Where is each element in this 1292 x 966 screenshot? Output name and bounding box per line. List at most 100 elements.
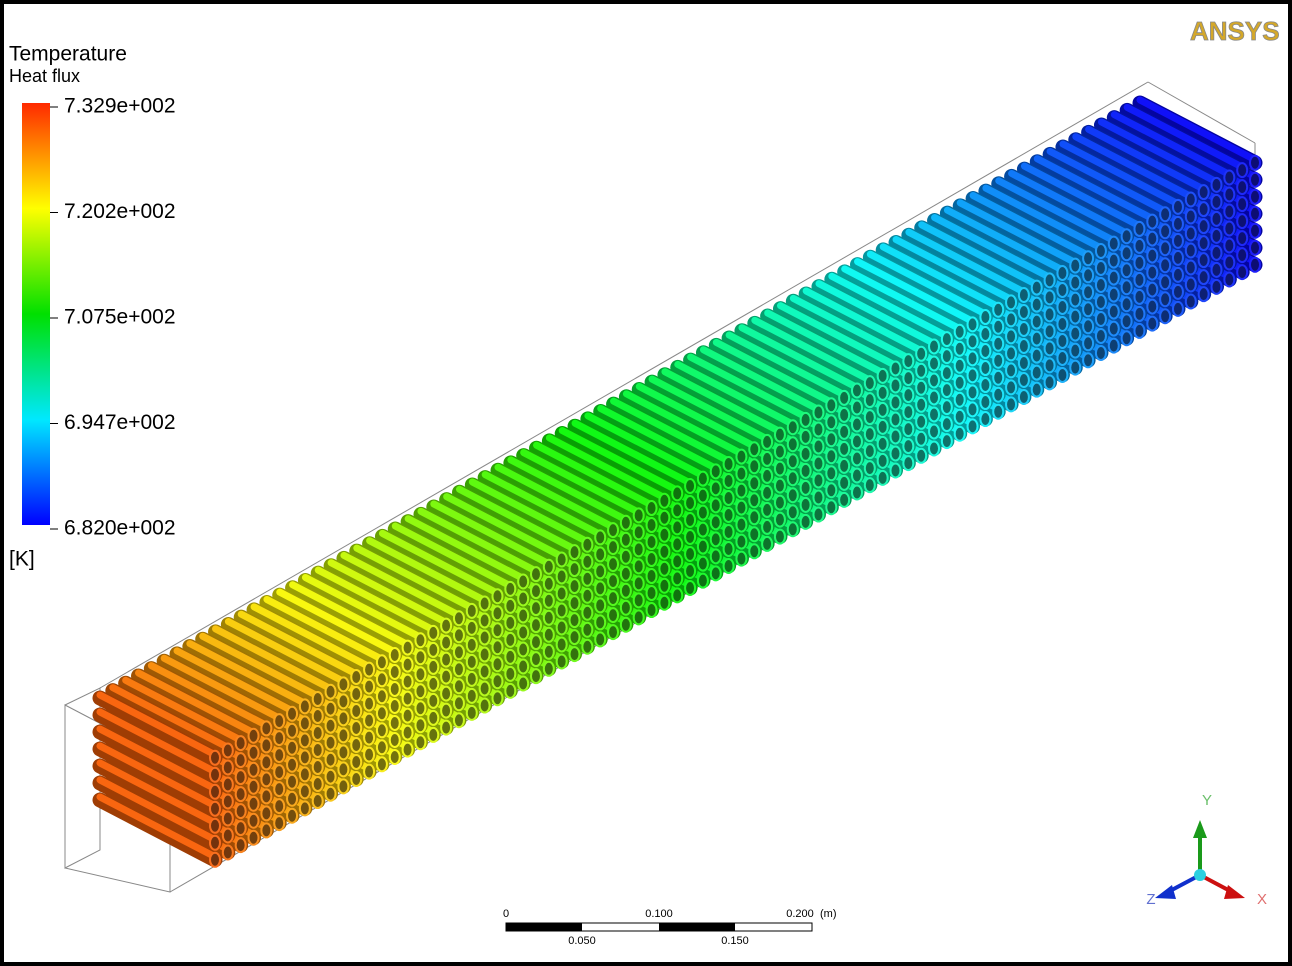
- tube-end: [724, 559, 734, 573]
- tube-end: [1006, 312, 1016, 326]
- tube-end: [1045, 341, 1055, 355]
- tube-end: [364, 680, 374, 694]
- tube-end: [274, 782, 284, 796]
- legend-label: 7.075e+002: [64, 306, 176, 329]
- tube-end: [313, 692, 323, 706]
- tube-end: [415, 735, 425, 749]
- tube-end: [480, 597, 490, 611]
- tube-end: [582, 538, 592, 552]
- tube-end: [839, 442, 849, 456]
- tube-end: [300, 801, 310, 815]
- tube-end: [903, 371, 913, 385]
- tube-end: [903, 456, 913, 470]
- tube-end: [736, 484, 746, 498]
- tube-end: [711, 532, 721, 546]
- tube-end: [1173, 251, 1183, 265]
- tube-end: [1224, 204, 1234, 218]
- tube-end: [980, 361, 990, 375]
- tube-end: [659, 596, 669, 610]
- tube-end: [1147, 283, 1157, 297]
- tube-end: [1083, 302, 1093, 316]
- tube-end: [711, 481, 721, 495]
- tube-end: [1057, 283, 1067, 297]
- tube-end: [1032, 315, 1042, 329]
- tube-end: [955, 325, 965, 339]
- tube-end: [762, 435, 772, 449]
- tube-end: [980, 327, 990, 341]
- tube-end: [852, 435, 862, 449]
- tube-end: [839, 459, 849, 473]
- tube-end: [993, 354, 1003, 368]
- tube-end: [788, 471, 798, 485]
- tube-end: [1186, 193, 1196, 207]
- tube-end: [890, 463, 900, 477]
- tube-end: [1122, 246, 1132, 260]
- tube-end: [903, 422, 913, 436]
- tube-end: [955, 359, 965, 373]
- tube-end: [1250, 156, 1260, 170]
- tube-end: [621, 618, 631, 632]
- tube-end: [1057, 334, 1067, 348]
- tube-end: [480, 682, 490, 696]
- legend-label: 6.820e+002: [64, 517, 176, 540]
- tube-end: [1173, 217, 1183, 231]
- tube-end: [865, 444, 875, 458]
- tube-end: [813, 474, 823, 488]
- tube-end: [1211, 246, 1221, 260]
- tube-end: [1147, 215, 1157, 229]
- tube-end: [1109, 305, 1119, 319]
- tube-end: [1134, 307, 1144, 321]
- tube-end: [287, 775, 297, 789]
- tube-end: [1057, 317, 1067, 331]
- tube-end: [236, 838, 246, 852]
- tube-end: [1083, 251, 1093, 265]
- tube-end: [1199, 270, 1209, 284]
- tube-end: [326, 719, 336, 733]
- tube-end: [1186, 278, 1196, 292]
- tube-end: [313, 794, 323, 808]
- tube-end: [659, 562, 669, 576]
- tube-end: [582, 555, 592, 569]
- tube-end: [647, 552, 657, 566]
- tube-end: [980, 310, 990, 324]
- tube-end: [878, 420, 888, 434]
- tube-end: [480, 648, 490, 662]
- tube-end: [249, 797, 259, 811]
- tube-end: [878, 471, 888, 485]
- tube-end: [1186, 295, 1196, 309]
- tube-end: [223, 845, 233, 859]
- tube-end: [903, 354, 913, 368]
- tube-end: [236, 770, 246, 784]
- tube-end: [724, 474, 734, 488]
- tube-end: [980, 378, 990, 392]
- tube-end: [801, 515, 811, 529]
- tube-end: [364, 765, 374, 779]
- tube-end: [441, 653, 451, 667]
- tube-end: [1199, 236, 1209, 250]
- tube-end: [454, 628, 464, 642]
- tube-end: [698, 489, 708, 503]
- tube-end: [223, 811, 233, 825]
- tube-end: [698, 472, 708, 486]
- tube-end: [608, 625, 618, 639]
- tube-end: [1109, 271, 1119, 285]
- tube-end: [1250, 207, 1260, 221]
- tube-end: [223, 760, 233, 774]
- tube-end: [659, 494, 669, 508]
- tube-end: [980, 344, 990, 358]
- tube-end: [1122, 314, 1132, 328]
- tube-end: [428, 626, 438, 640]
- tube-end: [467, 689, 477, 703]
- tube-end: [929, 441, 939, 455]
- tube-end: [505, 582, 515, 596]
- tube-end: [1006, 397, 1016, 411]
- tube-end: [1199, 287, 1209, 301]
- tube-end: [570, 613, 580, 627]
- tube-end: [685, 530, 695, 544]
- tube-end: [1045, 290, 1055, 304]
- tube-end: [672, 588, 682, 602]
- tube-end: [775, 496, 785, 510]
- tube-end: [1032, 298, 1042, 312]
- tube-end: [1224, 187, 1234, 201]
- tube-end: [287, 741, 297, 755]
